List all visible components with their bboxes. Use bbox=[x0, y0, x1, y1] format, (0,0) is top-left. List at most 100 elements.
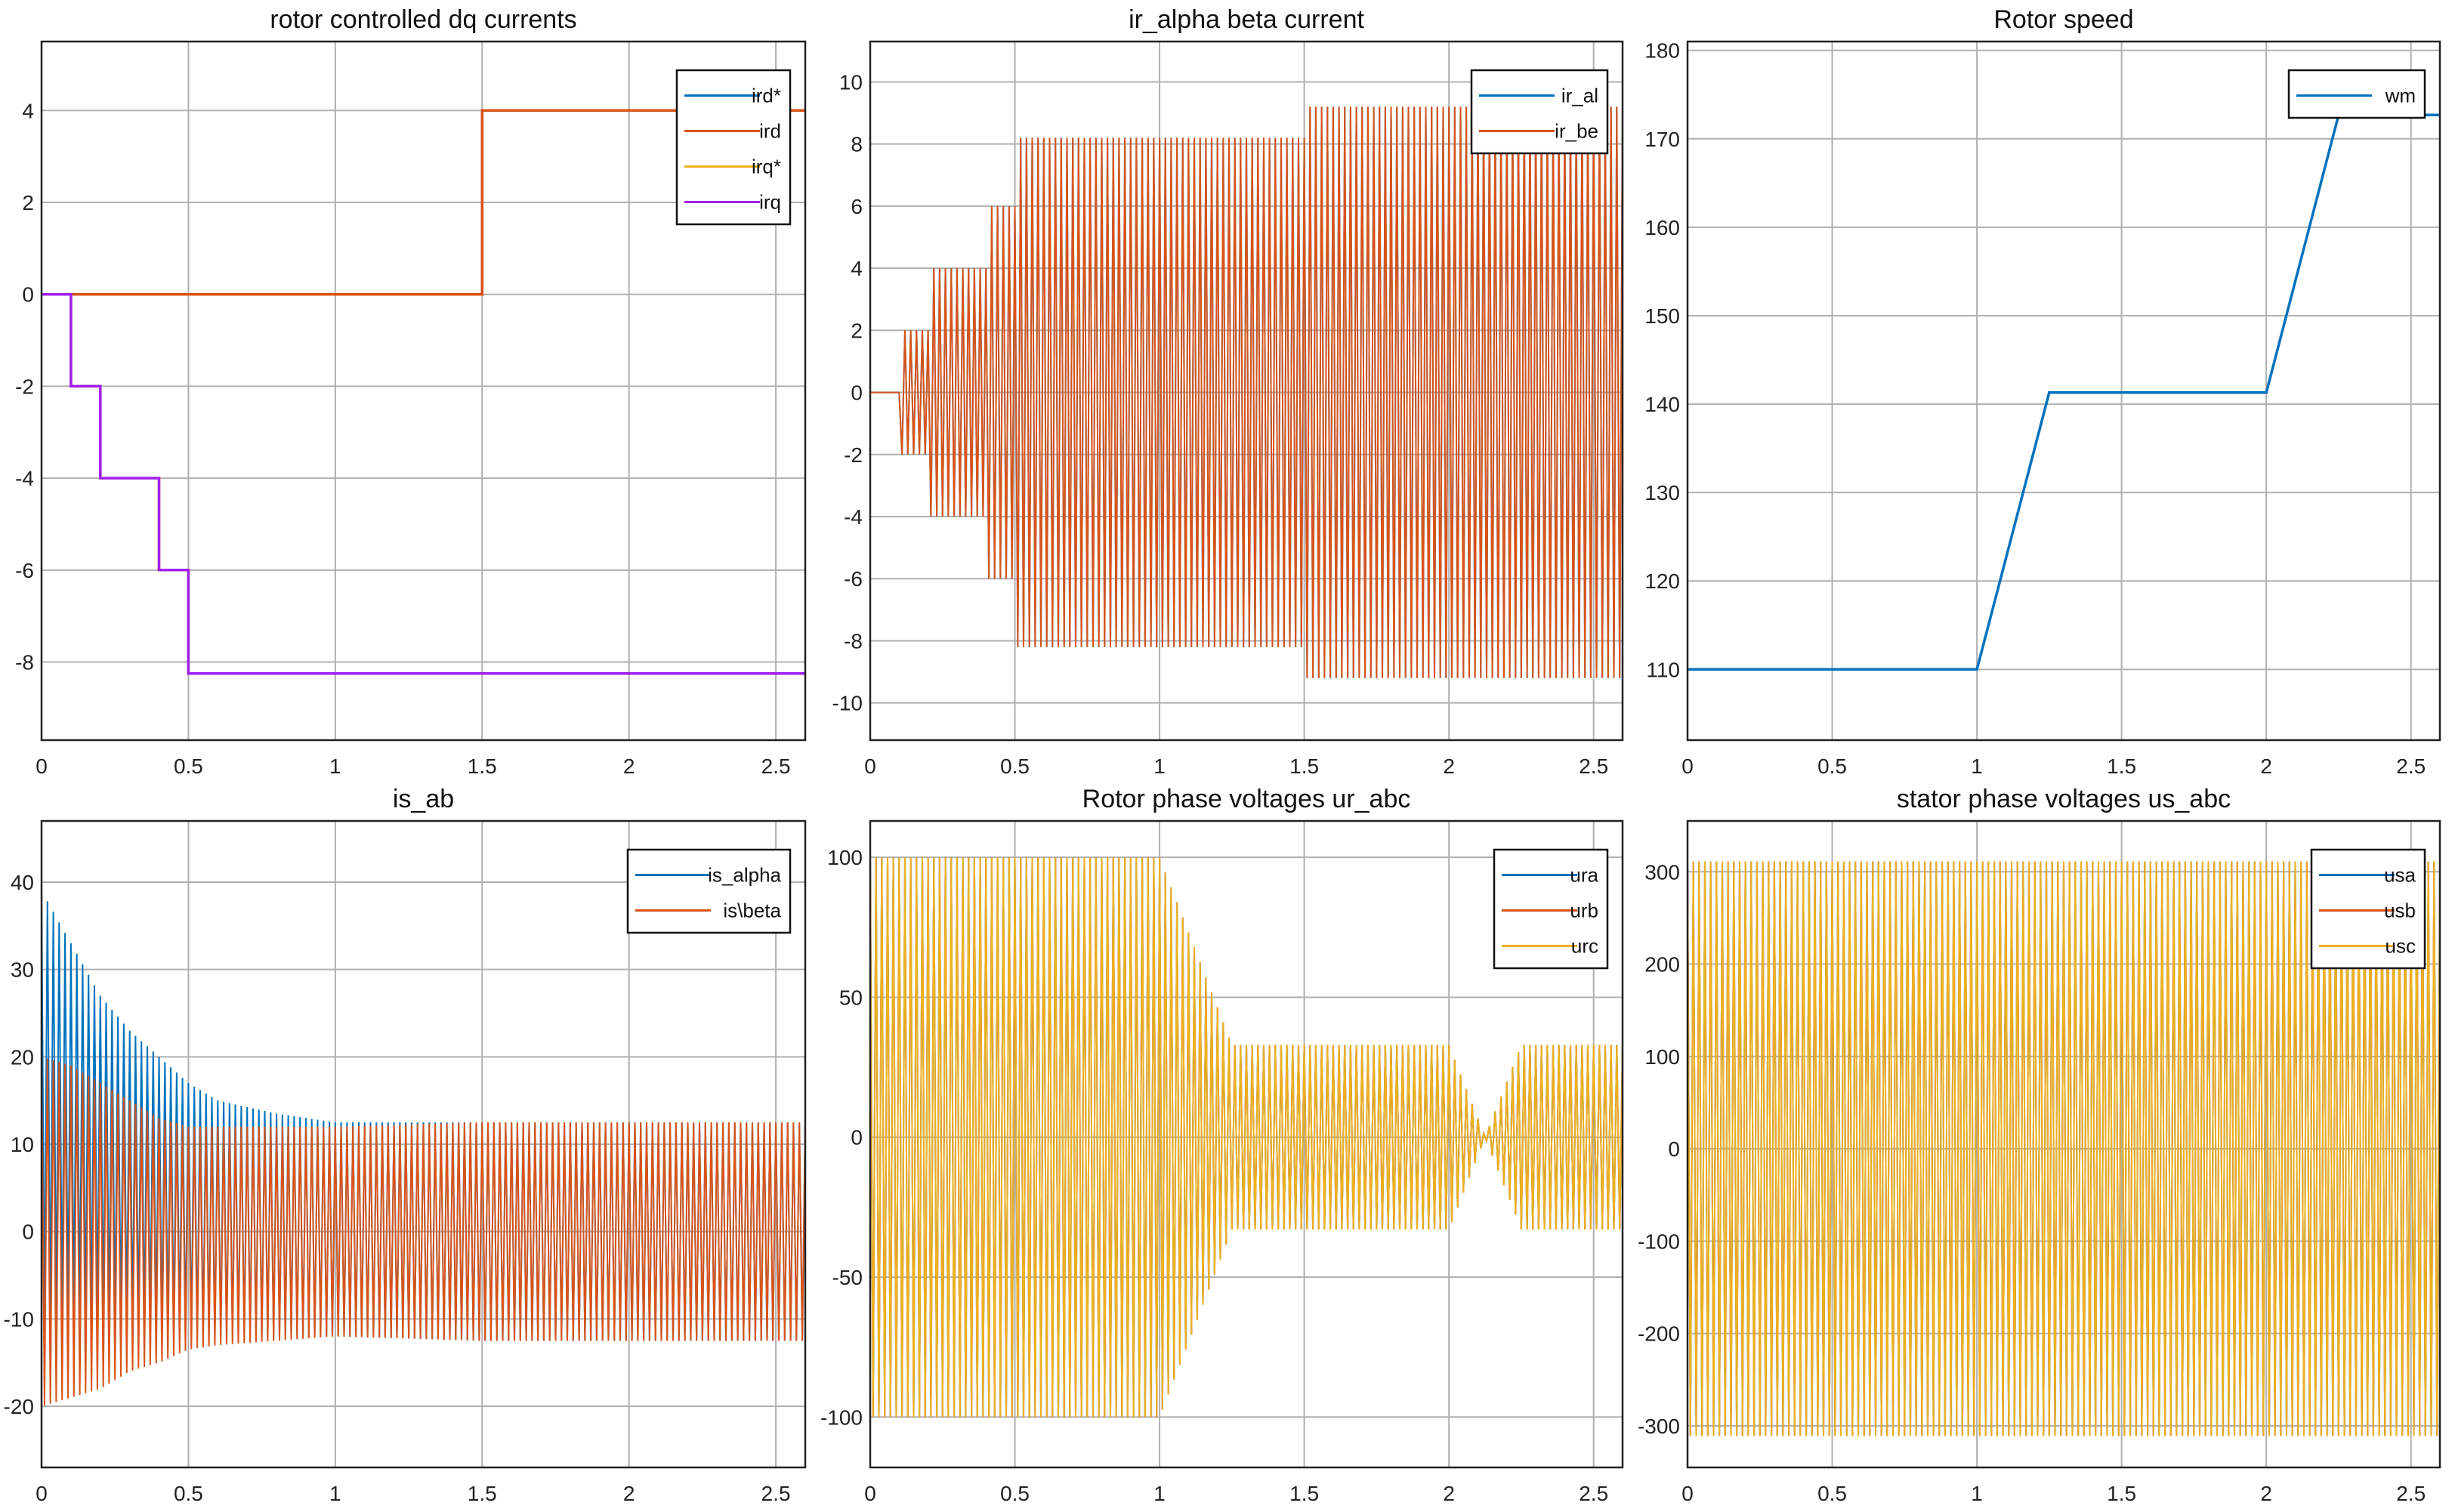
y-tick-label: 6 bbox=[851, 195, 863, 218]
y-tick-label: 180 bbox=[1644, 39, 1680, 63]
x-tick-label: 1 bbox=[1153, 1482, 1166, 1505]
y-tick-label: 30 bbox=[11, 958, 34, 982]
y-tick-label: 0 bbox=[22, 283, 34, 307]
y-tick-label: 10 bbox=[11, 1133, 34, 1156]
legend: wm bbox=[2287, 69, 2426, 119]
chart-title: Rotor phase voltages ur_abc bbox=[1082, 785, 1411, 813]
axes-frame bbox=[40, 819, 807, 1469]
axes-frame bbox=[1686, 819, 2441, 1469]
x-tick-label: 1 bbox=[329, 754, 341, 778]
y-tick-label: 140 bbox=[1644, 393, 1680, 416]
legend-label: is\beta bbox=[723, 899, 781, 922]
y-tick-label: 0 bbox=[851, 381, 863, 405]
legend-label: irq* bbox=[752, 156, 781, 178]
legend-box bbox=[1493, 848, 1609, 970]
legend-label: usb bbox=[2384, 899, 2416, 922]
y-tick-label: 40 bbox=[11, 871, 34, 894]
x-tick-label: 2 bbox=[1443, 1482, 1455, 1505]
x-tick-label: 0.5 bbox=[1817, 1482, 1847, 1505]
chart-panel-ur: 0 0.5 1 1.5 2 2.5 -100 -50 0 50 100 Rotor phase vol… bbox=[820, 785, 1624, 1505]
legend-box bbox=[1470, 69, 1609, 155]
x-tick-label: 1.5 bbox=[468, 1482, 497, 1505]
legend-label: is_alpha bbox=[708, 864, 781, 887]
y-tick-label: 100 bbox=[1644, 1045, 1680, 1069]
y-tick-label: -50 bbox=[832, 1266, 863, 1289]
x-tick-label: 2 bbox=[1443, 754, 1455, 778]
y-tick-label: 20 bbox=[11, 1045, 34, 1069]
series-group bbox=[42, 890, 805, 1406]
legend-label: ird* bbox=[752, 85, 781, 107]
y-tick-label: -200 bbox=[1638, 1322, 1680, 1346]
y-tick-label: 100 bbox=[827, 846, 863, 869]
chart-panel-iralphabeta: 0 0.5 1 1.5 2 2.5 -10 -8 -6 -4 -2 0 2 4 6 8 10 ir_alpha b… bbox=[832, 5, 1624, 778]
legend-box bbox=[2310, 848, 2426, 970]
chart-title: stator phase voltages us_abc bbox=[1897, 785, 2231, 813]
y-tick-label: -10 bbox=[4, 1307, 34, 1331]
x-tick-label: 0 bbox=[864, 1482, 876, 1505]
y-tick-label: 160 bbox=[1644, 216, 1680, 239]
x-tick-label: 2 bbox=[2260, 754, 2272, 778]
x-tick-label: 2 bbox=[623, 754, 635, 778]
axes-frame bbox=[1686, 40, 2441, 742]
series-line-usc bbox=[1688, 861, 2440, 1436]
x-tick-label: 2.5 bbox=[761, 754, 791, 778]
y-tick-label: 2 bbox=[22, 191, 34, 214]
y-tick-label: -100 bbox=[1638, 1230, 1680, 1253]
series-group bbox=[870, 857, 1623, 1418]
x-tick-label: 1.5 bbox=[1289, 754, 1319, 778]
y-tick-label: -100 bbox=[820, 1406, 863, 1429]
axes-frame bbox=[40, 40, 807, 742]
x-tick-label: 2.5 bbox=[761, 1482, 791, 1505]
chart-title: ir_alpha beta current bbox=[1129, 5, 1364, 34]
x-tick-label: 1.5 bbox=[1289, 1482, 1319, 1505]
legend-label: ir_be bbox=[1555, 120, 1598, 143]
chart-panel-dq: 0 0.5 1 1.5 2 2.5 -8 -6 -4 -2 0 2 4 rotor controlled … bbox=[15, 5, 807, 778]
y-tick-label: 130 bbox=[1644, 481, 1680, 505]
y-tick-label: 4 bbox=[851, 257, 863, 280]
x-tick-label: 0 bbox=[1681, 754, 1694, 778]
legend: ura urb urc bbox=[1493, 848, 1609, 970]
series-line-irq bbox=[42, 292, 805, 675]
x-tick-label: 1 bbox=[1971, 1482, 1983, 1505]
series-line-is\beta bbox=[42, 1057, 805, 1406]
y-tick-label: 10 bbox=[839, 70, 863, 94]
series-group bbox=[870, 106, 1623, 678]
x-tick-label: 0 bbox=[1681, 1482, 1694, 1505]
x-tick-label: 2.5 bbox=[1579, 1482, 1608, 1505]
x-tick-label: 0 bbox=[36, 754, 48, 778]
y-tick-label: 200 bbox=[1644, 953, 1680, 977]
y-tick-label: 8 bbox=[851, 133, 863, 156]
x-tick-label: 0.5 bbox=[174, 754, 203, 778]
y-tick-label: 50 bbox=[839, 986, 863, 1009]
axes-frame bbox=[869, 819, 1624, 1469]
legend-box bbox=[626, 848, 792, 934]
legend: ir_al ir_be bbox=[1470, 69, 1609, 155]
y-tick-label: -6 bbox=[844, 567, 863, 591]
y-tick-label: 150 bbox=[1644, 304, 1680, 328]
y-tick-label: 0 bbox=[851, 1126, 863, 1149]
legend-label: wm bbox=[2385, 85, 2416, 107]
x-tick-label: 2 bbox=[623, 1482, 635, 1505]
x-tick-label: 0 bbox=[864, 754, 876, 778]
y-tick-label: 300 bbox=[1644, 860, 1680, 884]
chart-panel-speed: 0 0.5 1 1.5 2 2.5 110 120 130 140 150 160 170 180 Roto… bbox=[1644, 5, 2441, 778]
y-tick-label: 0 bbox=[1668, 1137, 1680, 1161]
legend-label: irq bbox=[759, 191, 781, 214]
y-tick-label: -2 bbox=[844, 443, 863, 467]
x-tick-label: 2 bbox=[2260, 1482, 2272, 1505]
legend: ird* ird irq* irq bbox=[675, 69, 792, 226]
legend-label: urc bbox=[1571, 935, 1598, 958]
chart-title: Rotor speed bbox=[1993, 5, 2133, 34]
x-tick-label: 1 bbox=[1153, 754, 1166, 778]
y-tick-label: -8 bbox=[15, 651, 34, 674]
y-tick-label: -20 bbox=[4, 1395, 34, 1418]
series-group bbox=[42, 109, 805, 675]
series-line-ird bbox=[42, 109, 805, 296]
x-tick-label: 2.5 bbox=[2396, 754, 2426, 778]
x-tick-label: 1.5 bbox=[2107, 754, 2136, 778]
legend-label: usc bbox=[2386, 935, 2416, 958]
y-tick-label: -4 bbox=[844, 505, 863, 529]
y-tick-label: -10 bbox=[832, 692, 863, 715]
x-tick-label: 1.5 bbox=[2107, 1482, 2136, 1505]
